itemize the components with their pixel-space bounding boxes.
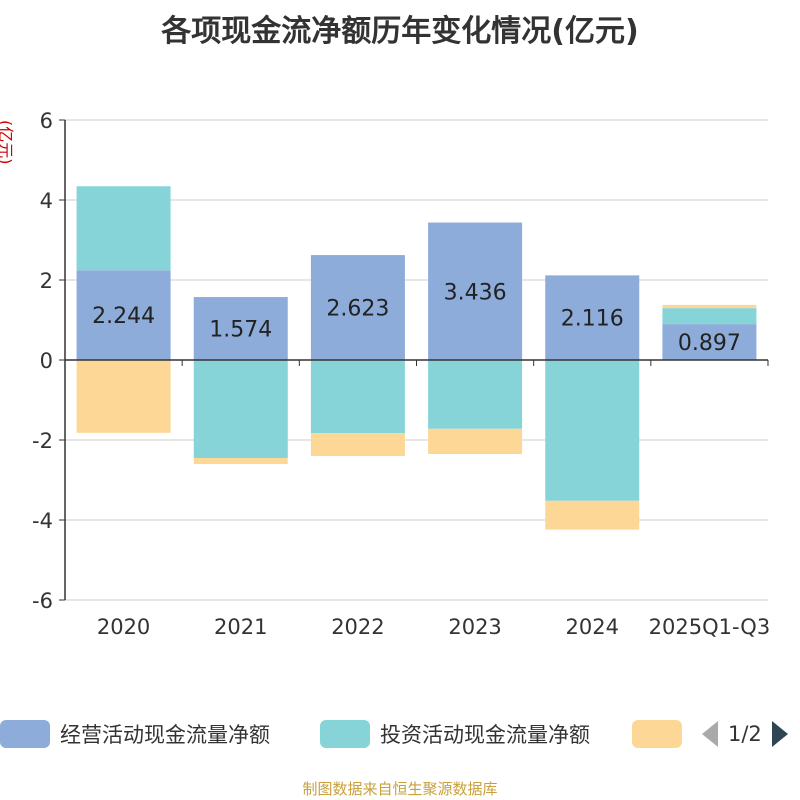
legend-item-investing[interactable]: 投资活动现金流量净额 xyxy=(320,716,590,752)
y-tick-label: 6 xyxy=(40,109,53,133)
chart-title: 各项现金流净额历年变化情况(亿元) xyxy=(161,14,639,49)
legend-item-operating[interactable]: 经营活动现金流量净额 xyxy=(0,716,270,752)
legend-pager: 1/2 xyxy=(700,716,790,752)
bar-s0-2024 xyxy=(545,275,640,360)
bar-s1-2024 xyxy=(545,360,640,501)
x-tick-label-2023: 2023 xyxy=(448,615,501,639)
legend-swatch-operating xyxy=(0,720,50,748)
bar-s1-2023 xyxy=(428,360,523,429)
bar-s2-2020 xyxy=(76,360,171,433)
legend-swatch-investing xyxy=(320,720,370,748)
data-label-2025Q1-Q3: 0.897 xyxy=(678,331,741,356)
y-tick-label: 0 xyxy=(40,349,53,373)
bar-s2-2023 xyxy=(428,428,523,454)
y-tick-label: -4 xyxy=(32,509,53,533)
bar-s2-2024 xyxy=(545,500,640,530)
y-tick-label: -2 xyxy=(32,429,53,453)
bar-s1-2020 xyxy=(76,186,171,271)
x-tick-label-2020: 2020 xyxy=(97,615,150,639)
y-tick-label: 2 xyxy=(40,269,53,293)
pager-next-icon[interactable] xyxy=(770,720,790,748)
legend-swatch-financing xyxy=(632,720,682,748)
data-label-2020: 2.244 xyxy=(92,304,155,329)
data-label-2022: 2.623 xyxy=(326,297,389,322)
bar-s2-2025Q1-Q3 xyxy=(662,304,757,309)
data-label-2021: 1.574 xyxy=(209,318,272,343)
bar-s2-2022 xyxy=(310,433,405,456)
data-label-2023: 3.436 xyxy=(444,280,507,305)
x-tick-label-2022: 2022 xyxy=(331,615,384,639)
x-tick-label-2021: 2021 xyxy=(214,615,267,639)
x-tick-label-2024: 2024 xyxy=(566,615,619,639)
bar-s2-2021 xyxy=(193,458,288,464)
bar-s0-2021 xyxy=(193,297,288,360)
legend-label-operating: 经营活动现金流量净额 xyxy=(60,723,270,747)
data-label-2024: 2.116 xyxy=(561,307,624,332)
bar-s1-2021 xyxy=(193,360,288,458)
bar-s0-2025Q1-Q3 xyxy=(662,324,757,360)
bar-s1-2022 xyxy=(310,360,405,434)
y-tick-label: 4 xyxy=(40,189,53,213)
legend: 经营活动现金流量净额 投资活动现金流量净额 xyxy=(0,716,800,752)
x-tick-label-2025Q1-Q3: 2025Q1-Q3 xyxy=(649,615,771,639)
y-tick-label: -6 xyxy=(32,589,53,613)
bar-s0-2023 xyxy=(428,222,523,360)
bar-s0-2020 xyxy=(76,270,171,360)
bar-s1-2025Q1-Q3 xyxy=(662,308,757,325)
legend-item-financing[interactable] xyxy=(632,716,682,752)
legend-label-investing: 投资活动现金流量净额 xyxy=(380,723,590,747)
bar-s0-2022 xyxy=(310,255,405,360)
source-footer: 制图数据来自恒生聚源数据库 xyxy=(302,780,498,798)
pager-prev-icon[interactable] xyxy=(700,720,720,748)
y-axis-label: (亿元) xyxy=(0,120,15,165)
bar-chart: (亿元) 6 4 2 0 -2 -4 -6 2.244 2020 1.574 2021 2.623 202… xyxy=(0,109,771,639)
pager-page-indicator: 1/2 xyxy=(728,722,762,746)
